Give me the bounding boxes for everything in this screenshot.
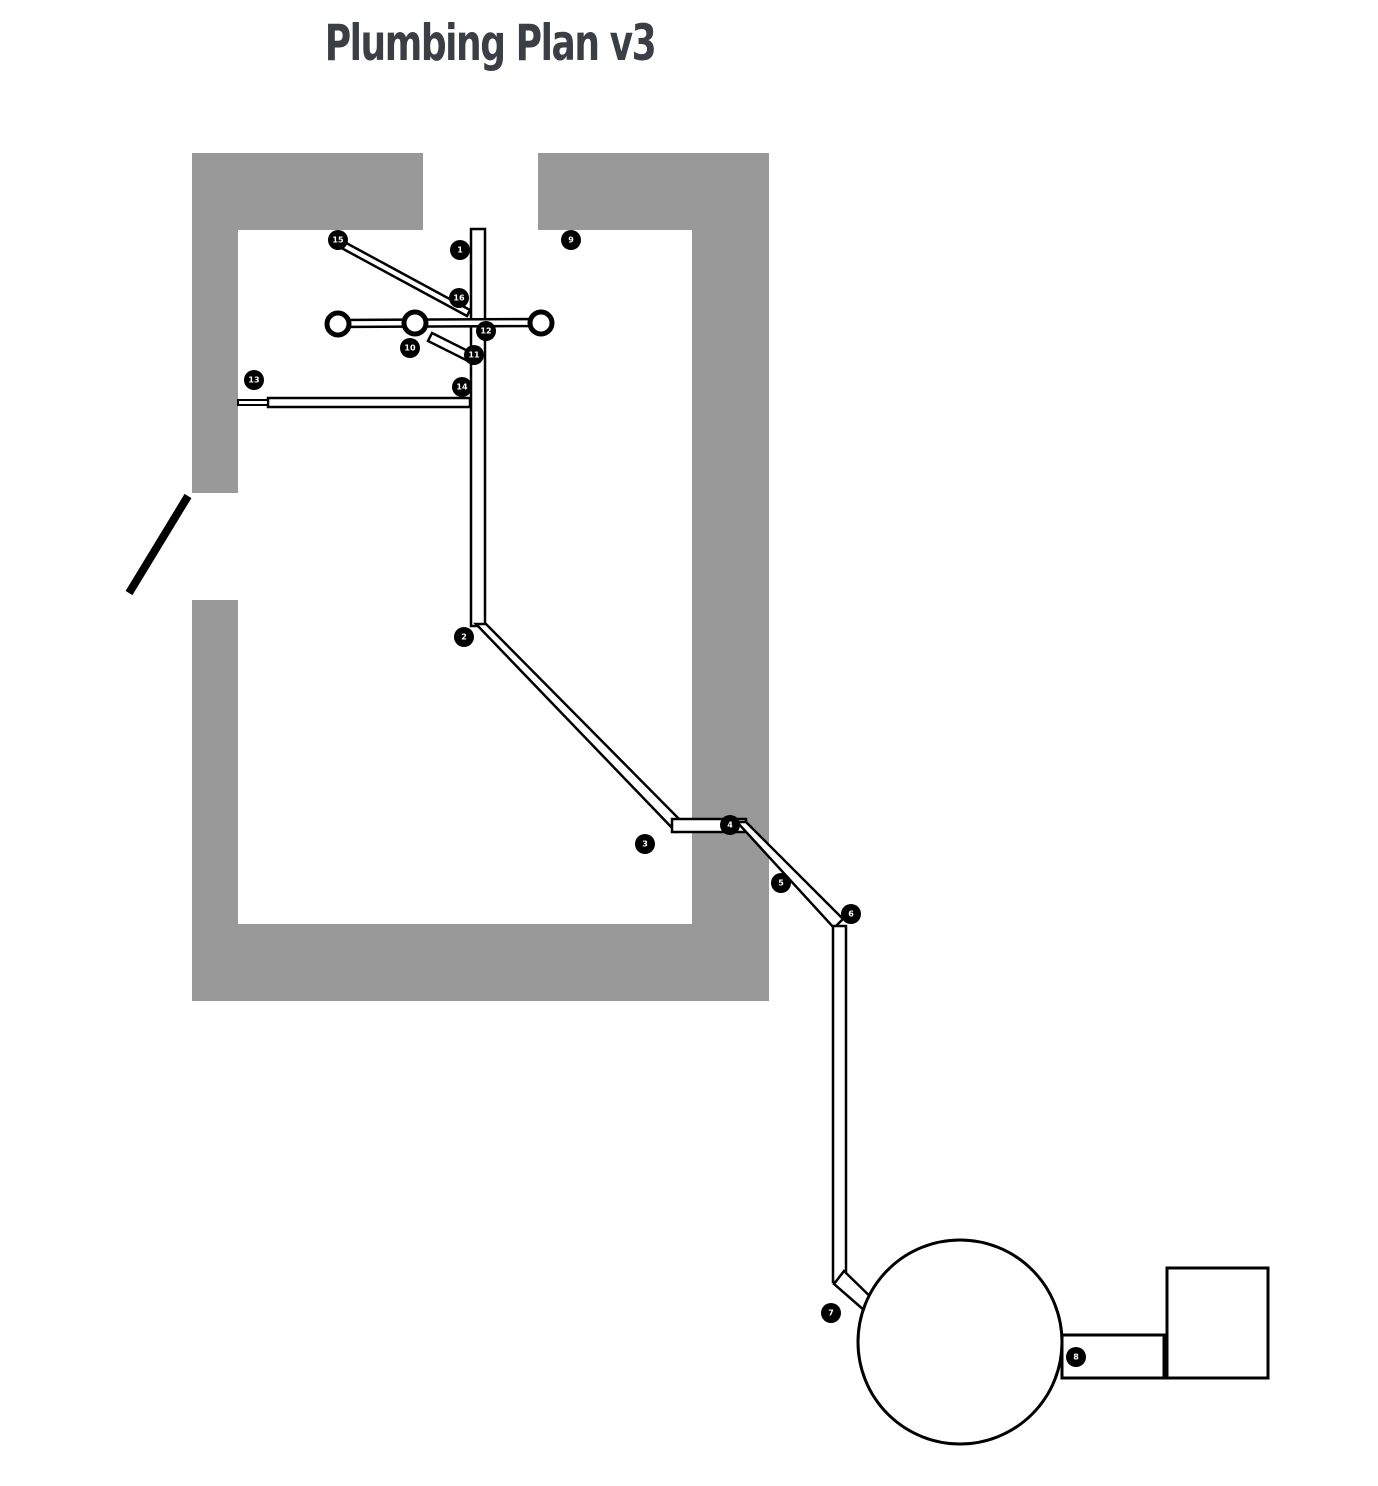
marker-label: 2 [461,633,467,642]
pipe-vertical-6-7 [831,924,848,1284]
marker-13: 13 [244,370,264,390]
marker-label: 11 [468,351,480,360]
wall-right [692,153,769,1001]
marker-label: 15 [332,236,344,245]
marker-label: 8 [1073,1353,1079,1362]
fixture-ring-3 [527,309,555,337]
wall-bottom [192,924,769,1001]
marker-15: 15 [328,230,348,250]
marker-label: 7 [828,1309,834,1318]
marker-14: 14 [452,377,472,397]
marker-label: 6 [848,910,854,919]
marker-dot [635,834,655,854]
marker-dot [454,627,474,647]
marker-7: 7 [821,1303,841,1323]
marker-label: 9 [568,236,574,245]
marker-12: 12 [476,321,496,341]
marker-6: 6 [841,904,861,924]
marker-dot [328,230,348,250]
distribution-box [1165,1266,1270,1380]
marker-10: 10 [400,338,420,358]
marker-dot [821,1303,841,1323]
marker-label: 13 [248,376,259,385]
pipe-branch-15-16 [332,236,472,318]
wall-left-upper [192,153,238,493]
marker-dot [449,288,469,308]
marker-dot [561,230,581,250]
marker-label: 14 [456,383,468,392]
marker-dot [1066,1347,1086,1367]
marker-dot [400,338,420,358]
marker-dot [244,370,264,390]
marker-3: 3 [635,834,655,854]
marker-11: 11 [464,345,484,365]
marker-dot [771,873,791,893]
marker-dot [720,815,740,835]
marker-8: 8 [1066,1347,1086,1367]
marker-label: 1 [457,246,463,255]
fixture-ring-2 [401,309,429,337]
marker-label: 4 [727,821,733,830]
fixture-ring-1 [324,310,352,338]
marker-9: 9 [561,230,581,250]
marker-2: 2 [454,627,474,647]
pipe-branch-13 [237,396,472,409]
marker-label: 12 [480,327,491,336]
pipe-diagonal-2-4 [473,622,689,834]
building-walls [192,153,769,1001]
marker-dot [452,377,472,397]
marker-1: 1 [450,240,470,260]
pipe-main-riser [469,227,487,628]
pipe-fixture-line [324,309,555,338]
marker-dot [476,321,496,341]
door-leaf [125,493,192,596]
marker-dot [450,240,470,260]
septic-tank [856,1238,1064,1446]
marker-label: 16 [453,294,465,303]
marker-dot [841,904,861,924]
marker-4: 4 [720,815,740,835]
plan-title: Plumbing Plan v3 [324,14,657,72]
marker-dot [464,345,484,365]
marker-label: 3 [642,840,648,849]
marker-5: 5 [771,873,791,893]
marker-16: 16 [449,288,469,308]
marker-label: 10 [404,344,416,353]
marker-label: 5 [778,879,784,888]
